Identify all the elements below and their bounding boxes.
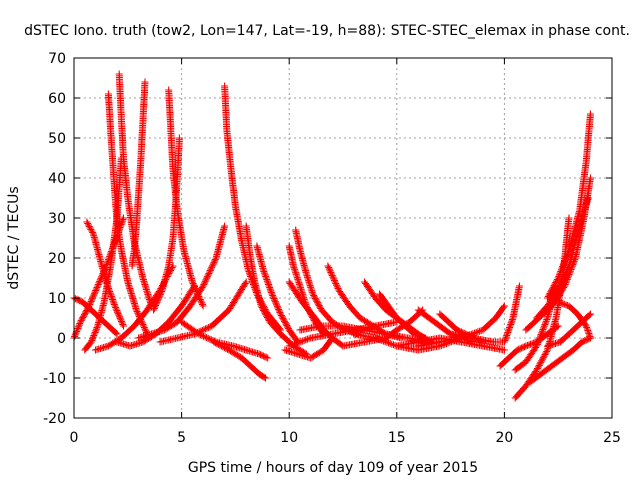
series-markers: [165, 86, 207, 310]
x-tick-label: 15: [388, 430, 406, 446]
y-tick-label: 40: [48, 171, 66, 187]
data-series-37: [526, 334, 594, 386]
series-markers: [135, 222, 229, 342]
series-markers: [281, 334, 336, 362]
plot-frame: [73, 57, 613, 419]
x-tick-label: 0: [70, 430, 79, 446]
data-series-40: [543, 110, 594, 302]
data-series-4: [128, 78, 149, 270]
data-series-22: [281, 334, 336, 362]
data-series-41: [554, 298, 594, 342]
series-markers: [128, 78, 149, 270]
y-tick-label: -20: [43, 411, 66, 427]
data-series-33: [414, 302, 508, 350]
data-series-15: [178, 318, 272, 362]
data-series-5: [165, 86, 207, 310]
y-tick-label: -10: [43, 371, 66, 387]
series-markers: [554, 298, 594, 342]
series-markers: [447, 282, 523, 346]
data-series-25: [285, 318, 401, 350]
data-series-20: [292, 226, 362, 338]
y-tick-label: 70: [48, 51, 66, 67]
y-tick-label: 0: [57, 331, 66, 347]
series-markers: [543, 110, 594, 302]
series-markers: [285, 318, 401, 350]
y-tick-label: 20: [48, 251, 66, 267]
x-tick-label: 20: [495, 430, 513, 446]
x-axis-title: GPS time / hours of day 109 of year 2015: [188, 460, 478, 476]
ticks: 0 5 10 15 20 25 -20 -10 0 10 20 30 40 50 60 70: [43, 51, 621, 446]
chart-title: dSTEC Iono. truth (tow2, Lon=147, Lat=-1…: [24, 23, 630, 39]
series-markers: [83, 218, 127, 330]
x-tick-label: 10: [280, 430, 298, 446]
x-tick-label: 5: [177, 430, 186, 446]
y-tick-label: 30: [48, 211, 66, 227]
data-series-13: [135, 222, 229, 342]
data-series-18: [253, 242, 302, 346]
series-markers: [178, 318, 272, 362]
grid: [74, 58, 612, 418]
y-axis-title: dSTEC / TECUs: [6, 186, 22, 289]
series-markers: [414, 302, 508, 350]
data-series-10: [83, 218, 127, 330]
data-series-28: [339, 306, 427, 350]
data-points: [70, 70, 594, 402]
series-markers: [242, 222, 310, 358]
data-series-34: [447, 282, 523, 346]
y-tick-label: 60: [48, 91, 66, 107]
data-series-16: [210, 338, 269, 382]
series-markers: [210, 338, 269, 382]
data-series-43: [511, 282, 560, 374]
series-markers: [292, 226, 362, 338]
data-series-17: [242, 222, 310, 358]
series-markers: [253, 242, 302, 346]
series-markers: [339, 306, 427, 350]
series-markers: [543, 310, 594, 350]
y-tick-label: 10: [48, 291, 66, 307]
series-markers: [526, 334, 594, 386]
y-tick-label: 50: [48, 131, 66, 147]
x-tick-label: 25: [603, 430, 621, 446]
data-series-42: [543, 310, 594, 350]
series-markers: [511, 282, 560, 374]
